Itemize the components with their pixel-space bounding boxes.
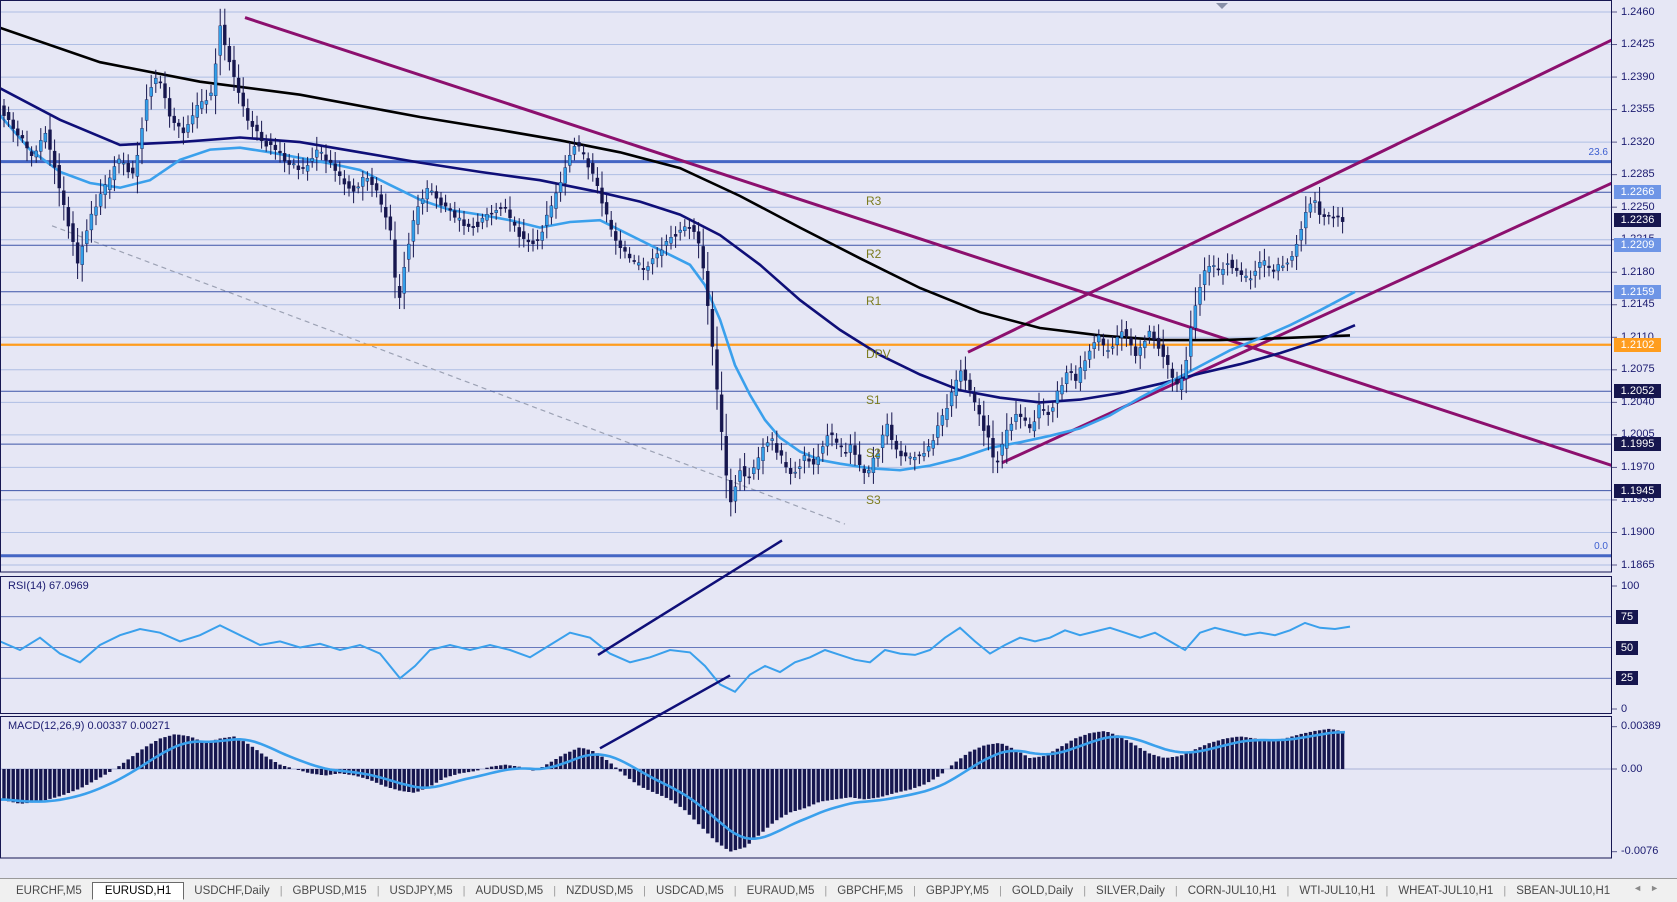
symbol-tab-usdcad[interactable]: USDCAD,M5: [656, 884, 724, 897]
symbol-tab-eurusd[interactable]: EURUSD,H1: [91, 881, 185, 900]
rsi-scale-badge: 25: [1616, 671, 1638, 686]
pivot-label-s2: S2: [866, 446, 881, 461]
rsi-trendline: [597, 539, 783, 656]
price-axis-label: 1.1865: [1621, 558, 1655, 571]
pivot-lines: [1, 191, 1611, 492]
price-axis-label: 1.2460: [1621, 5, 1655, 18]
price-axis-label: 1.2425: [1621, 38, 1655, 51]
symbol-tab-nzdusd[interactable]: NZDUSD,M5: [566, 884, 634, 897]
symbol-tab-eurchf[interactable]: EURCHF,M5: [16, 884, 82, 897]
tab-separator: |: [733, 884, 737, 897]
axis-ticks: [1612, 11, 1617, 853]
price-axis-label: 1.2180: [1621, 265, 1655, 278]
tab-separator: |: [1503, 884, 1507, 897]
price-axis-label: 1.2355: [1621, 103, 1655, 116]
symbol-tab-gbpchf[interactable]: GBPCHF,M5: [837, 884, 904, 897]
price-badge: 1.2209: [1614, 238, 1661, 253]
pivot-label-s1: S1: [866, 393, 881, 408]
fib-level-label: 0.0: [1594, 540, 1608, 552]
price-axis-label: 1.2390: [1621, 70, 1655, 83]
candles-layer: [2, 8, 1345, 517]
macd-scale-label: 0.00: [1621, 762, 1643, 775]
price-axis-label: 1.2250: [1621, 200, 1655, 213]
price-badge: 1.2236: [1614, 213, 1661, 228]
rsi-indicator-label: RSI(14) 67.0969: [8, 580, 89, 592]
macd-histogram: [2, 728, 1345, 852]
tab-scroll-right-icon[interactable]: ►: [1650, 883, 1667, 893]
ma-navy-line: [1, 87, 1356, 404]
symbol-tab-gbpusd[interactable]: GBPUSD,M15: [292, 884, 367, 897]
tab-separator: |: [1083, 884, 1087, 897]
macd-signal-line: [1, 730, 1346, 841]
fibonacci-lines: [1, 160, 1611, 558]
price-badge: 1.2052: [1614, 384, 1661, 399]
price-badge: 1.2266: [1614, 185, 1661, 200]
price-axis-label: 1.2285: [1621, 168, 1655, 181]
symbol-tab-wti-jul10[interactable]: WTI-JUL10,H1: [1299, 884, 1376, 897]
symbol-tab-sbean-jul10[interactable]: SBEAN-JUL10,H1: [1516, 884, 1611, 897]
tab-separator: |: [998, 884, 1002, 897]
rsi-panel-layers: [1, 616, 1611, 694]
pivot-label-r2: R2: [866, 247, 882, 262]
price-badge: 1.1945: [1614, 483, 1661, 498]
price-axis-label: 1.1970: [1621, 460, 1655, 473]
symbol-tab-bar: EURCHF,M5 EURUSD,H1 USDCHF,Daily | GBPUSD,M1…: [0, 878, 1677, 902]
symbol-tab-wheat-jul10[interactable]: WHEAT-JUL10,H1: [1398, 884, 1494, 897]
tab-separator: |: [1385, 884, 1389, 897]
symbol-tab-gbpjpy[interactable]: GBPJPY,M5: [925, 884, 989, 897]
tab-separator: |: [553, 884, 557, 897]
symbol-tab-usdchf[interactable]: USDCHF,Daily: [194, 884, 270, 897]
price-axis-label: 1.2320: [1621, 135, 1655, 148]
dashed-trendline: [51, 225, 846, 525]
symbol-tab-gold[interactable]: GOLD,Daily: [1011, 884, 1074, 897]
rsi-scale-badge: 75: [1616, 609, 1638, 624]
symbol-tab-usdjpy[interactable]: USDJPY,M5: [389, 884, 453, 897]
macd-indicator-label: MACD(12,26,9) 0.00337 0.00271: [8, 720, 171, 732]
price-badge: 1.2102: [1614, 337, 1661, 352]
price-axis-label: 1.2075: [1621, 363, 1655, 376]
trendlines-layer: [244, 16, 1611, 467]
grid-layer: [1, 11, 1611, 566]
rsi-scale-badge: 50: [1616, 640, 1638, 655]
symbol-tab-audusd[interactable]: AUDUSD,M5: [475, 884, 544, 897]
symbol-tab-silver[interactable]: SILVER,Daily: [1096, 884, 1165, 897]
rsi-scale-label: 0: [1621, 702, 1628, 715]
chart-shift-marker-icon: [1216, 3, 1228, 9]
fib-level-label: 23.6: [1588, 146, 1608, 158]
pivot-label-dpv: DPV: [866, 346, 891, 361]
price-badge: 1.1995: [1614, 437, 1661, 452]
tab-separator: |: [279, 884, 283, 897]
tab-scroll-arrows: ◄►: [1633, 883, 1667, 893]
pivot-label-r3: R3: [866, 194, 882, 209]
rsi-line: [1, 621, 1351, 694]
symbol-tab-corn-jul10[interactable]: CORN-JUL10,H1: [1187, 884, 1277, 897]
tab-separator: |: [1174, 884, 1178, 897]
time-axis[interactable]: 26 May 201026 May 17:0027 May 09:0028 Ma…: [0, 858, 1677, 878]
tab-separator: |: [462, 884, 466, 897]
pivot-label-s3: S3: [866, 492, 881, 507]
main-panel-layers: [1, 8, 1611, 566]
price-badge: 1.2159: [1614, 284, 1661, 299]
tab-separator: |: [913, 884, 916, 897]
ma-black-line: [1, 26, 1351, 342]
pivot-label-r1: R1: [866, 293, 882, 308]
rsi-scale-label: 100: [1621, 579, 1640, 592]
tab-scroll-left-icon[interactable]: ◄: [1633, 883, 1651, 893]
price-axis-label: 1.1900: [1621, 525, 1655, 538]
macd-trendline: [599, 674, 731, 750]
macd-scale-label: 0.00389: [1621, 720, 1661, 733]
panel-frames: [0, 0, 1612, 859]
macd-panel-layers: [1, 728, 1611, 852]
price-axis-label: 1.2145: [1621, 298, 1655, 311]
price-axis-label: 1.2040: [1621, 395, 1655, 408]
tab-separator: |: [1286, 884, 1290, 897]
tab-separator: |: [643, 884, 647, 897]
macd-scale-label: -0.0076: [1621, 845, 1659, 858]
tab-separator: |: [376, 884, 380, 897]
symbol-tab-euraud[interactable]: EURAUD,M5: [746, 884, 815, 897]
tab-separator: |: [824, 884, 828, 897]
